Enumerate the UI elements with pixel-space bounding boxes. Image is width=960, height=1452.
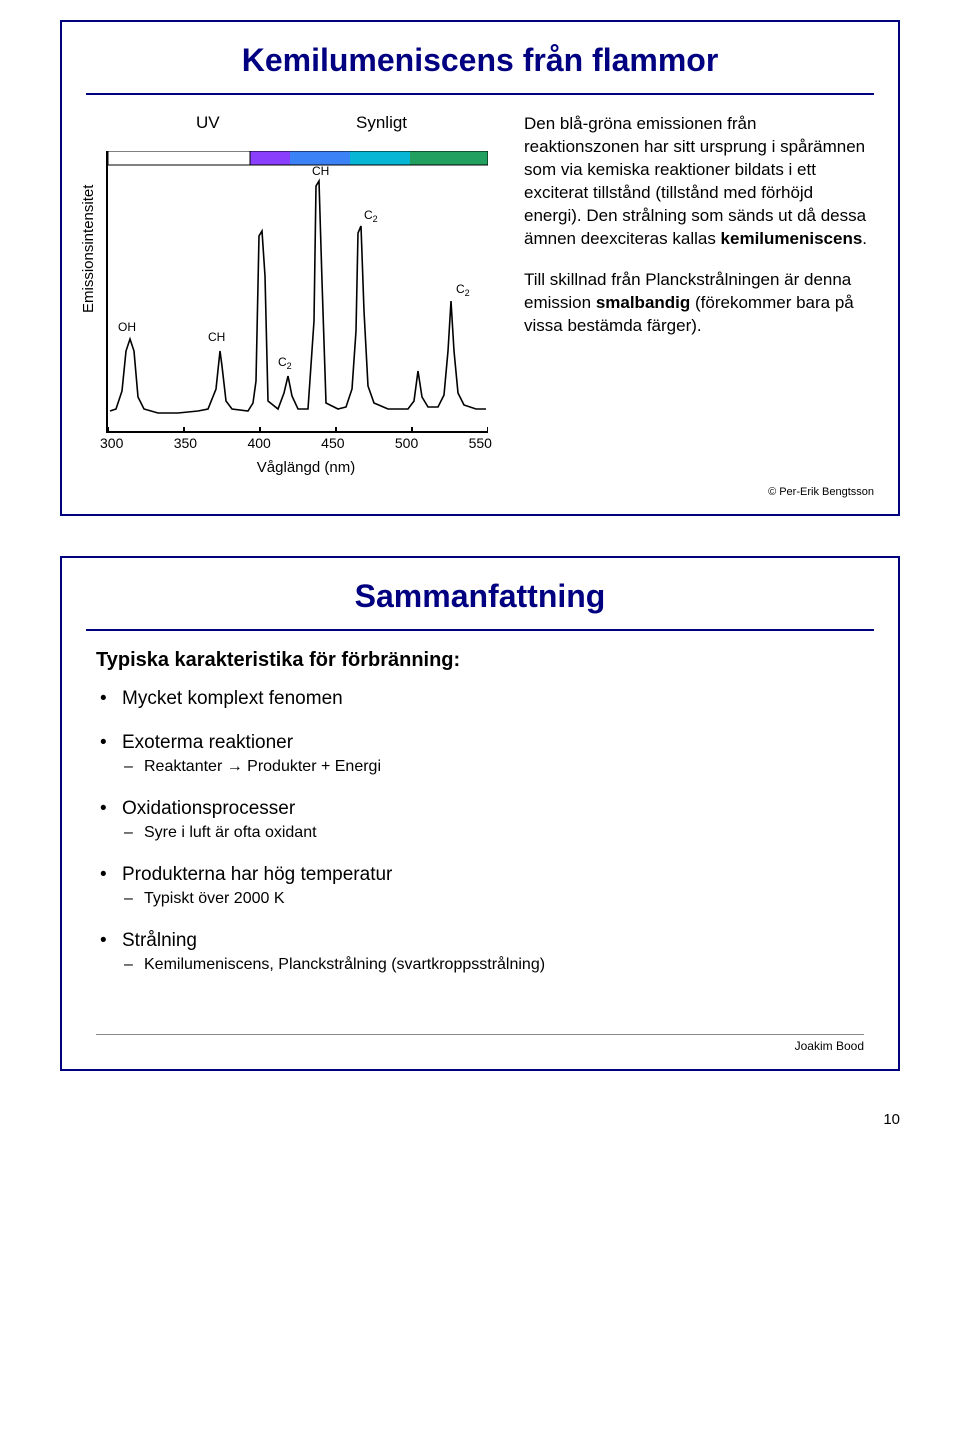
footer-line (96, 1034, 864, 1035)
spectrum-svg: OH CH C2 CH C2 C2 (108, 151, 488, 431)
x-tick-2: 400 (247, 435, 270, 451)
slide-kemilumeniscens: Kemilumeniscens från flammor Emissionsin… (60, 20, 900, 516)
sub-4-1: Typiskt över 2000 K (122, 890, 864, 908)
uv-label: UV (196, 113, 220, 133)
sub-list-5: Kemilumeniscens, Planckstrålning (svartk… (122, 956, 864, 974)
x-tick-3: 450 (321, 435, 344, 451)
sub-list-4: Typiskt över 2000 K (122, 890, 864, 908)
bullet-2: Exoterma reaktioner Reaktanter → Produkt… (96, 732, 864, 776)
page-number: 10 (0, 1111, 900, 1128)
slide1-title: Kemilumeniscens från flammor (86, 42, 874, 79)
bullet-3: Oxidationsprocesser Syre i luft är ofta … (96, 798, 864, 842)
slide1-copyright: © Per-Erik Bengtsson (86, 486, 874, 498)
spectrum-violet-rect (250, 151, 290, 165)
sub-5-1: Kemilumeniscens, Planckstrålning (svartk… (122, 956, 864, 974)
desc-p2b: smalbandig (596, 293, 690, 312)
spectrum-cyan-rect (350, 151, 410, 165)
chart-column: Emissionsintensitet UV Synligt (86, 113, 506, 476)
desc-p1b: kemilumeniscens (721, 229, 863, 248)
spectrum-chart: OH CH C2 CH C2 C2 (106, 151, 488, 433)
sub-3-1: Syre i luft är ofta oxidant (122, 824, 864, 842)
sub-2-1: Reaktanter → Produkter + Energi (122, 758, 864, 776)
bullet-1-text: Mycket komplext fenomen (122, 688, 343, 709)
desc-paragraph-2: Till skillnad från Planckstrålningen är … (524, 269, 874, 338)
peak-oh: OH (118, 320, 136, 334)
bullet-1: Mycket komplext fenomen (96, 688, 864, 710)
spectrum-green-rect (410, 151, 488, 165)
chart-wrap: OH CH C2 CH C2 C2 (106, 113, 506, 476)
x-ticks: 300 350 400 450 500 550 (100, 435, 492, 451)
x-tick-4: 500 (395, 435, 418, 451)
x-tick-1: 350 (174, 435, 197, 451)
peak-c2c: C2 (456, 282, 470, 298)
peak-c2a: C2 (278, 355, 292, 371)
slide1-body: Emissionsintensitet UV Synligt (86, 113, 874, 476)
spectrum-violet (254, 113, 294, 129)
page: Kemilumeniscens från flammor Emissionsin… (0, 20, 960, 1128)
description-column: Den blå-gröna emissionen från reaktionsz… (524, 113, 874, 476)
peak-ch2: CH (312, 164, 329, 178)
peak-ch1: CH (208, 330, 225, 344)
bullet-list: Mycket komplext fenomen Exoterma reaktio… (96, 688, 864, 974)
slide2-body: Typiska karakteristika för förbränning: … (86, 649, 874, 1053)
bullet-2-text: Exoterma reaktioner (122, 732, 293, 753)
sub-list-3: Syre i luft är ofta oxidant (122, 824, 864, 842)
peak-c2b: C2 (364, 208, 378, 224)
x-tick-0: 300 (100, 435, 123, 451)
bullet-3-text: Oxidationsprocesser (122, 798, 295, 819)
x-tick-5: 550 (469, 435, 492, 451)
desc-p1c: . (862, 229, 867, 248)
slide2-title: Sammanfattning (86, 578, 874, 615)
spectrum-curve (110, 181, 486, 413)
spectrum-blue-rect (290, 151, 350, 165)
slide-sammanfattning: Sammanfattning Typiska karakteristika fö… (60, 556, 900, 1071)
title-underline (86, 93, 874, 95)
sub-list-2: Reaktanter → Produkter + Energi (122, 758, 864, 776)
bullet-4: Produkterna har hög temperatur Typiskt ö… (96, 864, 864, 908)
section-label: Typiska karakteristika för förbränning: (96, 649, 864, 672)
desc-paragraph-1: Den blå-gröna emissionen från reaktionsz… (524, 113, 874, 251)
bullet-5-text: Strålning (122, 930, 197, 951)
x-axis-label: Våglängd (nm) (106, 459, 506, 476)
bullet-5: Strålning Kemilumeniscens, Planckstrålni… (96, 930, 864, 974)
y-axis-label: Emissionsintensitet (80, 185, 97, 313)
title-underline-2 (86, 629, 874, 631)
bullet-4-text: Produkterna har hög temperatur (122, 864, 392, 885)
desc-p1a: Den blå-gröna emissionen från reaktionsz… (524, 114, 866, 248)
footer-author: Joakim Bood (96, 1039, 864, 1053)
synligt-label: Synligt (356, 113, 407, 133)
